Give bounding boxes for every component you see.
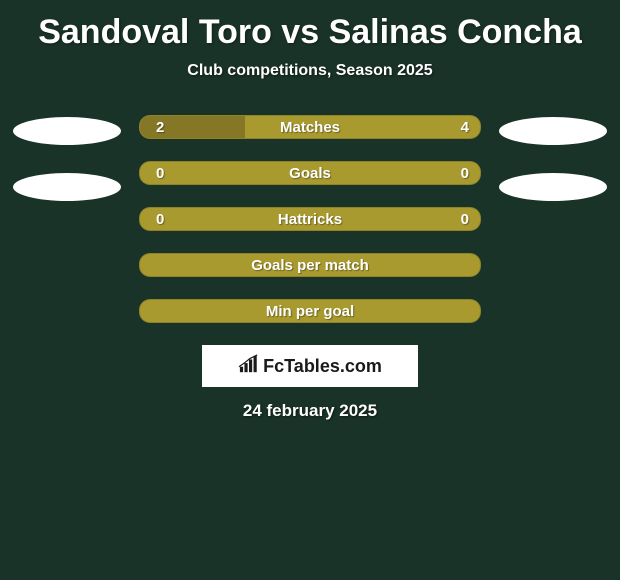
stat-bar: 0Hattricks0 (139, 207, 481, 231)
player1-name: Sandoval Toro (38, 13, 272, 51)
player-avatar (13, 173, 121, 201)
player-avatar (499, 117, 607, 145)
stat-label: Goals (140, 165, 480, 182)
infographic-container: Sandoval Toro vs Salinas Concha Club com… (0, 0, 620, 580)
stat-bar: Min per goal (139, 299, 481, 323)
stat-bars: 2Matches40Goals00Hattricks0Goals per mat… (139, 115, 481, 323)
stat-label: Matches (140, 119, 480, 136)
stat-bar: 0Goals0 (139, 161, 481, 185)
left-avatars (13, 115, 121, 323)
stats-area: 2Matches40Goals00Hattricks0Goals per mat… (5, 115, 615, 323)
bar-chart-icon (238, 354, 260, 379)
date-text: 24 february 2025 (5, 401, 615, 421)
stat-label: Goals per match (140, 257, 480, 274)
player2-name: Salinas Concha (329, 13, 582, 51)
stat-label: Hattricks (140, 211, 480, 228)
right-avatars (499, 115, 607, 323)
subtitle: Club competitions, Season 2025 (5, 62, 615, 80)
stat-bar: Goals per match (139, 253, 481, 277)
stat-right-value: 0 (461, 211, 469, 228)
stat-bar: 2Matches4 (139, 115, 481, 139)
stat-right-value: 4 (461, 119, 469, 136)
player-avatar (499, 173, 607, 201)
logo-text: FcTables.com (263, 356, 382, 377)
stat-right-value: 0 (461, 165, 469, 182)
vs-text: vs (281, 13, 319, 51)
player-avatar (13, 117, 121, 145)
logo-box: FcTables.com (202, 345, 418, 387)
stat-label: Min per goal (140, 303, 480, 320)
page-title: Sandoval Toro vs Salinas Concha (5, 13, 615, 52)
